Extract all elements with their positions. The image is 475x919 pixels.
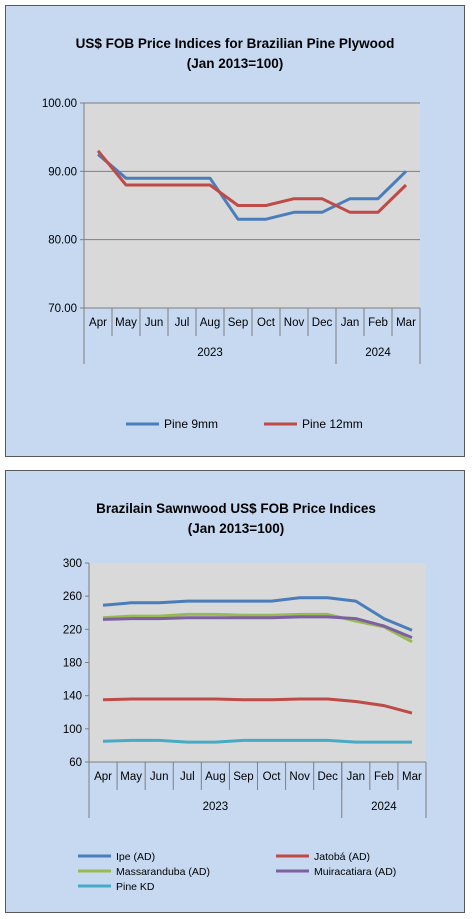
x-tick-label: Nov bbox=[289, 771, 310, 783]
x-tick-label: Sep bbox=[233, 771, 253, 783]
sawnwood-chart-svg: Brazilain Sawnwood US$ FOB Price Indices… bbox=[63, 501, 427, 893]
legend-label: Massaranduba (AD) bbox=[116, 866, 210, 878]
plywood-chart: US$ FOB Price Indices for Brazilian Pine… bbox=[5, 5, 465, 457]
series-line-muiracatiara-ad- bbox=[102, 615, 413, 639]
legend-label: Pine 12mm bbox=[302, 417, 363, 431]
series-line-pine-kd bbox=[102, 738, 412, 744]
chart-subtitle: (Jan 2013=100) bbox=[188, 521, 284, 536]
x-tick-label: Jul bbox=[175, 317, 190, 329]
legend-label: Pine 9mm bbox=[164, 417, 218, 431]
x-tick-label: Apr bbox=[94, 771, 112, 783]
y-tick-label: 220 bbox=[63, 624, 82, 636]
x-tick-label: Apr bbox=[89, 317, 107, 329]
x-tick-label: Mar bbox=[396, 317, 416, 329]
sawnwood-chart: Brazilain Sawnwood US$ FOB Price Indices… bbox=[5, 470, 465, 913]
y-tick-label: 100.00 bbox=[42, 98, 77, 110]
y-tick-label: 70.00 bbox=[48, 303, 77, 315]
y-tick-label: 60 bbox=[69, 757, 82, 769]
x-tick-label: Dec bbox=[312, 317, 333, 329]
y-tick-label: 90.00 bbox=[48, 166, 77, 178]
series-line-ipe-ad- bbox=[102, 596, 413, 632]
series-line-massaranduba-ad- bbox=[102, 612, 413, 644]
plywood-chart-svg: US$ FOB Price Indices for Brazilian Pine… bbox=[42, 36, 421, 431]
x-tick-label: Dec bbox=[317, 771, 338, 783]
legend-label: Muiracatiara (AD) bbox=[314, 866, 396, 878]
y-tick-label: 180 bbox=[63, 658, 82, 670]
y-tick-label: 100 bbox=[63, 724, 82, 736]
x-tick-label: Jan bbox=[341, 317, 360, 329]
chart-title: Brazilain Sawnwood US$ FOB Price Indices bbox=[96, 501, 376, 516]
x-tick-label: Aug bbox=[205, 771, 225, 783]
x-tick-label: Aug bbox=[200, 317, 220, 329]
series-line-pine-12mm bbox=[96, 149, 408, 214]
legend-label: Ipe (AD) bbox=[116, 851, 155, 863]
x-tick-label: Feb bbox=[368, 317, 388, 329]
x-tick-label: Mar bbox=[402, 771, 422, 783]
x-tick-label: Nov bbox=[284, 317, 305, 329]
plot-area bbox=[89, 563, 426, 762]
y-tick-label: 260 bbox=[63, 591, 82, 603]
legend-label: Pine KD bbox=[116, 881, 155, 893]
series-line-pine-9mm bbox=[97, 153, 408, 221]
y-tick-label: 140 bbox=[63, 691, 82, 703]
x-tick-label: Jul bbox=[180, 771, 195, 783]
legend-label: Jatobá (AD) bbox=[314, 851, 370, 863]
x-tick-label: May bbox=[115, 317, 137, 329]
year-label: 2024 bbox=[365, 347, 391, 359]
y-tick-label: 300 bbox=[63, 558, 82, 570]
year-label: 2023 bbox=[197, 347, 223, 359]
x-tick-label: Jun bbox=[150, 771, 169, 783]
year-label: 2023 bbox=[203, 801, 229, 813]
year-label: 2024 bbox=[371, 801, 397, 813]
series-line-jatob-ad- bbox=[102, 697, 413, 715]
x-tick-label: Feb bbox=[374, 771, 394, 783]
x-tick-label: Jan bbox=[347, 771, 366, 783]
y-tick-label: 80.00 bbox=[48, 235, 77, 247]
x-tick-label: Oct bbox=[263, 771, 282, 783]
x-tick-label: Oct bbox=[257, 317, 276, 329]
chart-subtitle: (Jan 2013=100) bbox=[187, 56, 283, 71]
x-tick-label: May bbox=[120, 771, 142, 783]
x-tick-label: Sep bbox=[228, 317, 248, 329]
x-tick-label: Jun bbox=[145, 317, 164, 329]
chart-title: US$ FOB Price Indices for Brazilian Pine… bbox=[76, 36, 395, 51]
